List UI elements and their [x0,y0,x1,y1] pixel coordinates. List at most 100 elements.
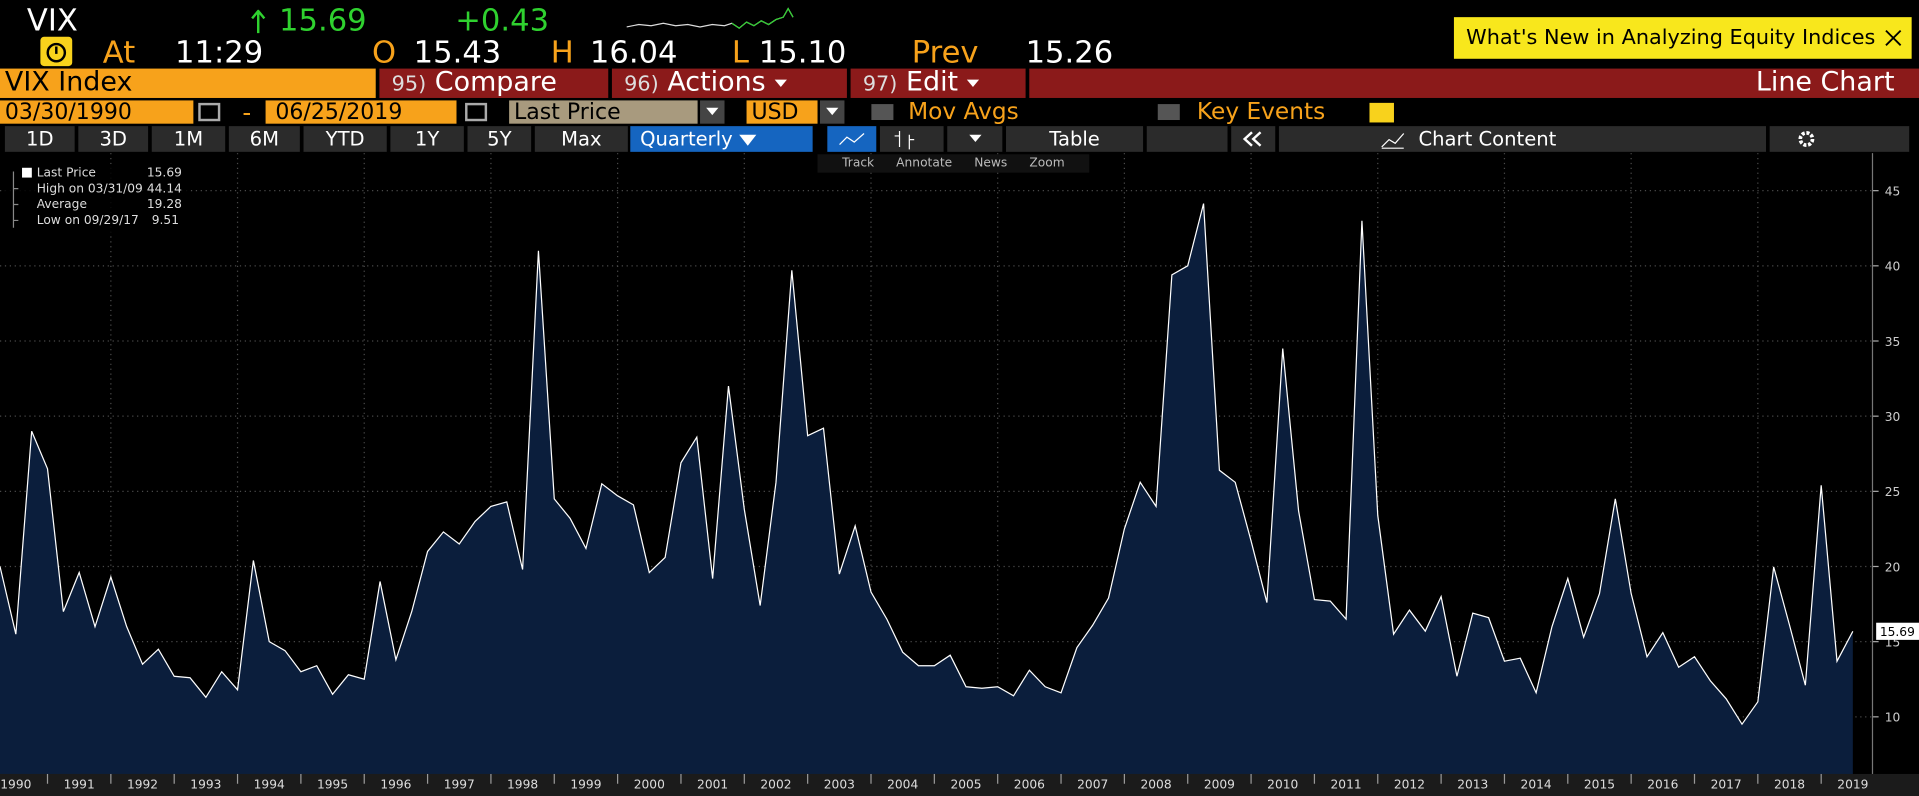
x-tick-label: 2007 [1077,778,1108,792]
chart-tool[interactable]: News [974,156,1008,171]
news-banner-text: What's New in Analyzing Equity Indices [1466,25,1876,51]
dropdown-arrow [968,134,981,142]
x-tick-label: 2000 [634,778,665,792]
y-tick-label: 45 [1885,185,1901,199]
menu-number: 97) [862,72,898,97]
x-tick-label: 2013 [1457,778,1488,792]
info-icon[interactable] [1369,102,1394,123]
calendar-icon[interactable] [198,102,221,122]
frequency-label: Quarterly [640,127,733,151]
range-button[interactable]: Max [534,126,628,152]
calendar-icon[interactable] [465,102,488,122]
key-events[interactable]: Key Events [1196,97,1326,125]
prev: 15.26 [1025,34,1114,70]
range-button[interactable]: 5Y [467,126,532,152]
high-label: H [550,34,574,70]
at-label: At [102,34,136,70]
range-button[interactable]: 1Y [390,126,464,152]
menu-label: Compare [434,67,557,98]
dropdown-arrow [706,107,719,115]
x-tick-label: 2016 [1647,778,1678,792]
legend-tree [12,171,19,228]
dropdown-arrow [966,79,979,87]
actions-menu[interactable]: 96) Actions [611,67,847,98]
x-tick-label: 2010 [1267,778,1298,792]
x-tick-label: 2017 [1711,778,1742,792]
ticker: VIX [26,2,78,38]
close-icon[interactable] [1885,29,1902,46]
chart-tool[interactable]: Annotate [896,156,953,171]
menu-label: Edit [905,67,959,98]
table-button[interactable]: Table [1006,126,1144,152]
chart-tools: Track Annotate News Zoom [817,154,1090,173]
prev-label: Prev [911,34,979,70]
date-dash: - [242,97,252,128]
menu-label: Actions [667,67,766,98]
legend-swatch [22,167,32,178]
x-tick-label: 1999 [570,778,601,792]
dropdown-arrow [774,79,787,87]
x-tick-label: 2019 [1837,778,1868,792]
range-button[interactable]: 6M [228,126,300,152]
x-tick-label: 2014 [1521,778,1552,792]
range-button[interactable]: 3D [78,126,149,152]
last-value-box [1876,622,1919,640]
mov-avgs[interactable]: Mov Avgs [908,97,1019,125]
chart-style-dropdown[interactable] [947,126,1003,152]
alert-icon[interactable] [40,36,73,67]
legend-value: 15.69 [146,166,182,181]
field-dropdown[interactable] [700,100,725,124]
x-tick-label: 2004 [887,778,918,792]
chart-tool[interactable]: Zoom [1029,156,1065,171]
security-field[interactable]: VIX Index [0,68,376,98]
chart-content-button[interactable]: Chart Content [1278,126,1767,152]
range-button[interactable]: YTD [303,126,387,152]
x-tick-label: 2011 [1331,778,1362,792]
open: 15.43 [413,34,502,70]
last-price: 15.69 [279,2,367,38]
range-button[interactable]: 1M [151,126,226,152]
legend-label: Average [36,198,87,212]
currency-dropdown[interactable] [819,100,845,124]
x-tick-label: 2015 [1584,778,1615,792]
chart-type: Line Chart [1029,68,1919,98]
x-tick-label: 1993 [190,778,221,792]
range-button[interactable]: 1D [4,126,75,152]
start-date[interactable]: 03/30/1990 [0,100,194,124]
currency-select[interactable]: USD [746,100,818,124]
collapse-button[interactable] [1231,126,1276,152]
chart-tool[interactable]: Track [842,156,875,171]
time: 11:29 [175,34,264,70]
end-date[interactable]: 06/25/2019 [265,100,457,124]
x-tick-label: 2005 [950,778,981,792]
edit-menu[interactable]: 97) Edit [850,67,1026,98]
menu-number: 96) [624,72,659,97]
checkbox[interactable] [871,104,894,121]
low-label: L [731,34,749,70]
compare-menu[interactable]: 95) Compare [379,67,609,98]
legend-value: 44.14 [146,182,182,196]
net-change: +0.43 [455,2,550,38]
x-tick-label: 1991 [64,778,95,792]
legend-label: High on 03/31/09 [36,182,143,196]
news-banner[interactable]: What's New in Analyzing Equity Indices [1453,17,1912,59]
x-tick-label: 2003 [824,778,855,792]
x-tick-label: 2008 [1140,778,1171,792]
x-axis-bar [0,773,1919,796]
blank-button [1146,126,1228,152]
settings-button[interactable] [1769,126,1910,152]
checkbox[interactable] [1157,104,1180,121]
frequency-select[interactable]: Quarterly [630,126,813,152]
field-select[interactable]: Last Price [509,100,698,124]
x-tick-label: 2002 [760,778,791,792]
x-tick-label: 2001 [697,778,728,792]
x-tick-label: 1990 [0,778,31,792]
x-tick-label: 2018 [1774,778,1805,792]
y-tick-label: 35 [1885,335,1901,349]
menu-number: 95) [391,72,427,97]
line-chart-icon[interactable] [827,126,877,152]
bar-chart-icon[interactable] [879,126,944,152]
high: 16.04 [589,34,678,70]
